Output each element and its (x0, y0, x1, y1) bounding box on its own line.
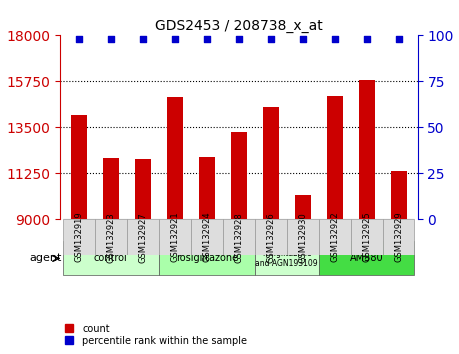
FancyBboxPatch shape (351, 219, 382, 255)
Text: GSM132927: GSM132927 (138, 212, 147, 263)
FancyBboxPatch shape (127, 219, 159, 255)
Bar (71, 115, 87, 219)
Text: agent: agent (29, 253, 61, 263)
Bar (167, 97, 183, 219)
Point (139, 37, 146, 42)
Bar (358, 80, 375, 219)
Text: GSM132919: GSM132919 (74, 212, 84, 263)
Point (107, 37, 114, 42)
Text: GSM132930: GSM132930 (298, 212, 307, 263)
FancyBboxPatch shape (255, 219, 286, 255)
Text: GSM132922: GSM132922 (330, 212, 339, 263)
Bar (295, 195, 311, 219)
FancyBboxPatch shape (319, 219, 351, 255)
Point (395, 37, 402, 42)
Text: GSM132926: GSM132926 (266, 212, 275, 263)
Point (75, 37, 83, 42)
Point (171, 37, 179, 42)
Bar (231, 132, 246, 219)
Text: GSM132923: GSM132923 (106, 212, 115, 263)
FancyBboxPatch shape (191, 219, 223, 255)
Point (267, 37, 274, 42)
Point (203, 37, 210, 42)
FancyBboxPatch shape (63, 241, 159, 275)
Bar (263, 107, 279, 219)
FancyBboxPatch shape (255, 241, 319, 275)
Bar (103, 158, 119, 219)
Title: GDS2453 / 208738_x_at: GDS2453 / 208738_x_at (155, 19, 323, 33)
Point (331, 37, 338, 42)
FancyBboxPatch shape (319, 241, 414, 275)
Point (299, 37, 306, 42)
FancyBboxPatch shape (286, 219, 319, 255)
Point (235, 37, 242, 42)
FancyBboxPatch shape (95, 219, 127, 255)
FancyBboxPatch shape (223, 219, 255, 255)
Text: rosiglitazone
and AGN193109: rosiglitazone and AGN193109 (255, 249, 318, 268)
FancyBboxPatch shape (63, 219, 95, 255)
Bar (391, 171, 407, 219)
Text: control: control (94, 253, 128, 263)
Point (363, 37, 370, 42)
FancyBboxPatch shape (159, 219, 191, 255)
Text: GSM132924: GSM132924 (202, 212, 211, 263)
Bar (135, 159, 151, 219)
FancyBboxPatch shape (382, 219, 414, 255)
Text: AM580: AM580 (350, 253, 383, 263)
Bar (199, 157, 215, 219)
Legend: count, percentile rank within the sample: count, percentile rank within the sample (65, 324, 247, 346)
Text: rosiglitazone: rosiglitazone (176, 253, 238, 263)
Text: GSM132925: GSM132925 (362, 212, 371, 263)
Text: GSM132921: GSM132921 (170, 212, 179, 263)
Text: GSM132928: GSM132928 (234, 212, 243, 263)
FancyBboxPatch shape (159, 241, 255, 275)
Bar (327, 96, 342, 219)
Text: GSM132929: GSM132929 (394, 212, 403, 263)
